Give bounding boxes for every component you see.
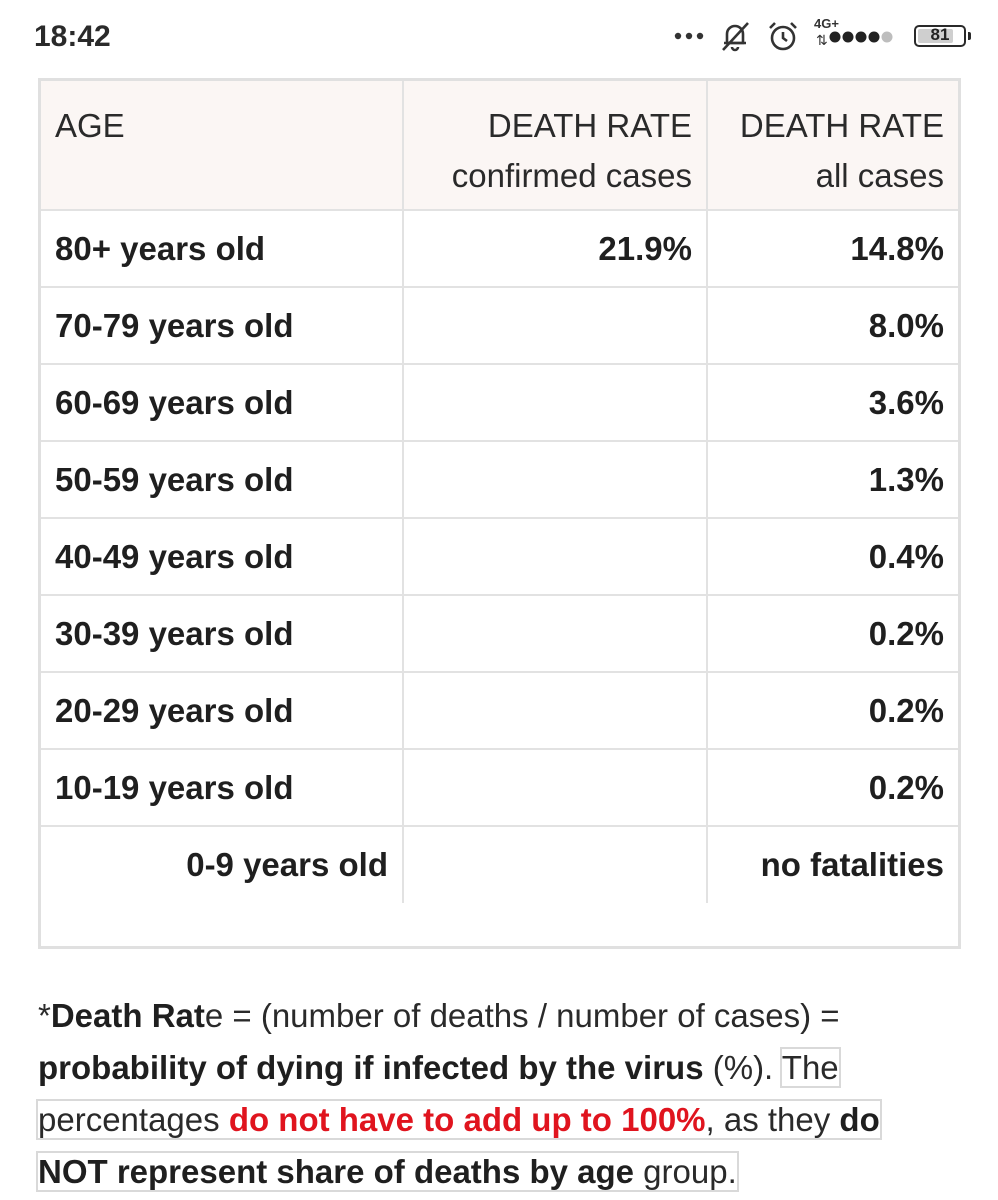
confirmed-rate-cell	[402, 594, 708, 673]
header-confirmed-line1: DEATH RATE	[487, 107, 692, 144]
battery-fill	[918, 29, 953, 43]
footnote-highlight-line-2[interactable]: NOT represent share of deaths by age gro…	[36, 1151, 739, 1192]
confirmed-rate-cell	[402, 748, 708, 827]
all-rate-cell: 14.8%	[706, 209, 958, 288]
confirmed-rate-cell	[402, 671, 708, 750]
all-rate-cell: 0.4%	[706, 517, 958, 596]
all-rate-cell: 0.2%	[706, 748, 958, 827]
confirmed-rate-cell	[402, 440, 708, 519]
table-row: 10-19 years old 0.2%	[41, 748, 958, 827]
table-row: 50-59 years old 1.3%	[41, 440, 958, 519]
spacer-cell	[41, 903, 403, 953]
footnote-percentages: percentages	[38, 1101, 229, 1138]
all-rate-cell: 0.2%	[706, 671, 958, 750]
table-row: 70-79 years old 8.0%	[41, 286, 958, 365]
footnote-definition: probability of dying if infected by the …	[38, 1049, 704, 1086]
footnote-highlight-the[interactable]: The	[779, 1047, 841, 1088]
table-spacer	[41, 903, 958, 953]
table-row: 40-49 years old 0.4%	[41, 517, 958, 596]
more-dots-icon	[674, 31, 704, 41]
all-rate-cell: 8.0%	[706, 286, 958, 365]
age-cell: 0-9 years old	[41, 825, 404, 903]
header-all: DEATH RATE all cases	[706, 81, 958, 211]
all-rate-cell: 0.2%	[706, 594, 958, 673]
header-all-line1: DEATH RATE	[739, 107, 944, 144]
death-rate-grid: AGE DEATH RATE confirmed cases DEATH RAT…	[41, 81, 958, 953]
all-rate-cell: 1.3%	[706, 440, 958, 519]
battery-icon: 81	[914, 25, 971, 47]
death-rate-table: AGE DEATH RATE confirmed cases DEATH RAT…	[38, 78, 961, 949]
age-cell: 60-69 years old	[41, 363, 404, 442]
confirmed-rate-cell	[402, 286, 708, 365]
table-row: 80+ years old 21.9% 14.8%	[41, 209, 958, 288]
footnote-unit: (%).	[703, 1049, 782, 1086]
footnote-not-share: NOT represent share of deaths by age	[38, 1153, 635, 1190]
network-type: 4G+	[814, 16, 839, 31]
age-cell: 40-49 years old	[41, 517, 404, 596]
table-row: 0-9 years old no fatalities	[41, 825, 958, 903]
age-cell: 20-29 years old	[41, 671, 404, 750]
table-header-row: AGE DEATH RATE confirmed cases DEATH RAT…	[41, 81, 958, 211]
status-time: 18:42	[34, 20, 111, 53]
footnote-as-they: , as they	[705, 1101, 840, 1138]
footnote-term: Death Rat	[50, 997, 205, 1034]
signal-icon: 4G+ ⇅	[814, 16, 894, 54]
all-rate-cell: 3.6%	[706, 363, 958, 442]
header-confirmed: DEATH RATE confirmed cases	[402, 81, 708, 211]
footnote-group: group.	[634, 1153, 737, 1190]
confirmed-rate-cell	[402, 517, 708, 596]
alarm-icon	[766, 19, 800, 53]
spacer-cell	[403, 903, 707, 953]
age-cell: 30-39 years old	[41, 594, 404, 673]
spacer-cell	[707, 903, 958, 953]
battery-level: 81	[930, 25, 950, 44]
confirmed-rate-cell	[402, 363, 708, 442]
status-icons: 4G+ ⇅ 81	[674, 16, 971, 56]
age-cell: 70-79 years old	[41, 286, 404, 365]
footnote-formula: e = (number of deaths / number of cases)…	[204, 997, 840, 1034]
table-row: 30-39 years old 0.2%	[41, 594, 958, 673]
data-arrows-icon: ⇅	[816, 33, 828, 49]
footnote-highlight-line[interactable]: percentages do not have to add up to 100…	[36, 1099, 882, 1140]
header-confirmed-line2: confirmed cases	[451, 157, 692, 194]
footnote-asterisk: *	[38, 997, 51, 1034]
confirmed-rate-cell	[402, 825, 708, 903]
all-rate-cell: no fatalities	[706, 825, 958, 903]
header-age: AGE	[41, 81, 404, 211]
status-bar: 18:42 4G+	[0, 0, 998, 72]
footnote-do: do	[839, 1101, 880, 1138]
table-row: 20-29 years old 0.2%	[41, 671, 958, 750]
footnote-warning: do not have to add up to 100%	[228, 1101, 706, 1138]
age-cell: 80+ years old	[41, 209, 404, 288]
bell-off-icon	[718, 19, 752, 53]
header-all-line2: all cases	[815, 157, 944, 194]
age-cell: 10-19 years old	[41, 748, 404, 827]
death-rate-footnote: *Death Rate = (number of deaths / number…	[36, 990, 968, 1198]
confirmed-rate-cell: 21.9%	[402, 209, 708, 288]
header-age-label: AGE	[55, 107, 125, 144]
table-row: 60-69 years old 3.6%	[41, 363, 958, 442]
age-cell: 50-59 years old	[41, 440, 404, 519]
